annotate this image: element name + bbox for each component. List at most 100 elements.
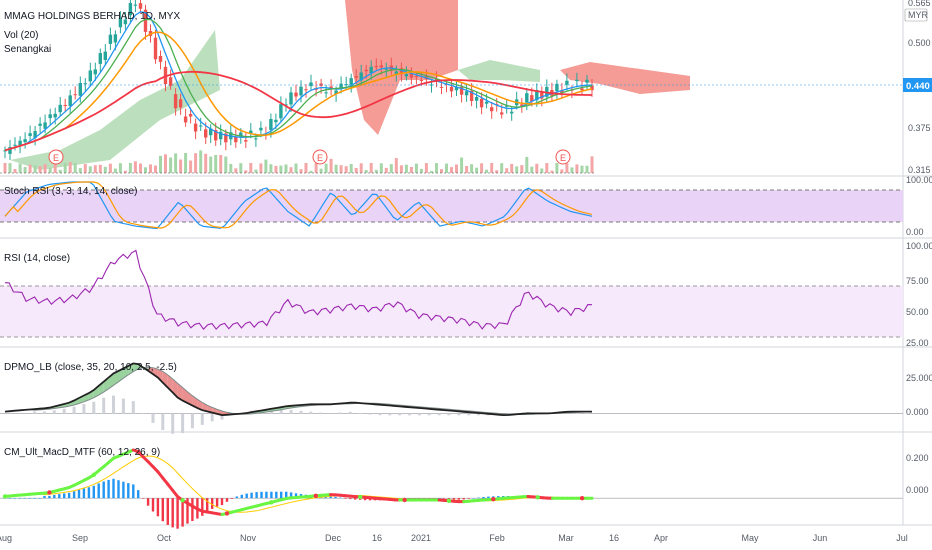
dpmo-histogram-bar: [467, 413, 471, 416]
candle-body: [188, 114, 193, 117]
macd-cross-dot: [579, 496, 585, 501]
candle-body: [118, 18, 123, 28]
volume-bar: [159, 155, 162, 173]
current-price-badge: [903, 78, 932, 92]
macd-histogram-bar: [23, 498, 26, 499]
volume-bar: [23, 167, 27, 173]
macd-histogram-bar: [166, 498, 169, 525]
candle-body: [369, 66, 373, 73]
candle-body: [525, 93, 529, 103]
volume-bar: [214, 155, 218, 173]
macd-cross-dot: [491, 497, 496, 502]
macd-histogram-bar: [132, 484, 135, 499]
macd-cross-dot: [446, 498, 452, 503]
candle-body: [219, 131, 223, 140]
macd-cross-dot: [136, 449, 141, 454]
candle-body: [18, 140, 22, 146]
currency-badge[interactable]: [904, 8, 928, 22]
candle-body: [585, 79, 589, 83]
volume-bar: [264, 159, 268, 173]
candle-body: [459, 86, 464, 95]
rsi-label-100: 100.00: [906, 241, 932, 251]
volume-bar: [575, 164, 579, 173]
stoch-lines: [4, 181, 593, 230]
candle-body: [449, 86, 454, 92]
macd-cross-dot: [180, 498, 185, 503]
candle-body: [183, 116, 188, 123]
price-label-0375: 0.375: [908, 123, 931, 133]
volume-bar: [334, 164, 338, 173]
volume-bar: [244, 170, 248, 173]
time-label: Oct: [157, 533, 172, 543]
dpmo-histogram-bar: [131, 401, 135, 414]
stoch-k-line: [4, 181, 593, 230]
macd-cross-dot: [2, 494, 8, 499]
volume-bar: [38, 166, 42, 173]
candle-body: [83, 83, 87, 85]
candle-body: [590, 85, 594, 91]
dpmo-histogram-bar: [200, 413, 204, 425]
time-label: Mar: [558, 533, 574, 543]
macd-histogram-bar: [72, 491, 76, 499]
volume-bar: [18, 163, 22, 173]
dpmo-histogram-bar: [279, 409, 283, 414]
volume-bar: [329, 158, 333, 173]
volume-bar: [344, 166, 348, 173]
current-price-label: 0.440: [906, 81, 930, 92]
time-label: Feb: [489, 533, 505, 543]
macd-histogram-bar: [117, 480, 120, 499]
macd-histogram-bar: [363, 498, 367, 501]
dpmo-histogram-bar: [171, 413, 175, 434]
candle-body: [138, 3, 143, 9]
time-label: Aug: [0, 533, 12, 543]
dpmo-histogram-bar: [112, 395, 115, 414]
volume-bar: [560, 169, 564, 173]
macd-axis: 0.200 0.000: [906, 453, 929, 495]
dpmo-bull-fill: [118, 368, 124, 382]
candle-body: [224, 133, 228, 143]
rsi-title: RSI (14, close): [4, 253, 70, 264]
dpmo-histogram-bar: [457, 413, 461, 416]
volume-bar: [460, 157, 464, 173]
rsi-lines: [4, 249, 593, 330]
macd-histogram-bar: [161, 498, 164, 522]
volume-bar: [174, 153, 178, 173]
volume-bar: [535, 163, 539, 173]
macd-histogram-bar: [260, 491, 263, 499]
earnings-marker-label: E: [560, 153, 566, 163]
macd-histogram-bar: [156, 498, 160, 517]
macd-histogram-bar: [294, 493, 298, 499]
candle-body: [505, 105, 509, 107]
macd-histogram-bar: [82, 488, 86, 499]
macd-histogram-bar: [33, 498, 36, 499]
dpmo-bear-fill: [153, 367, 158, 378]
macd-cross-dot: [47, 490, 52, 495]
dpmo-histogram-bar: [378, 413, 382, 416]
legend-volume: Vol (20): [4, 30, 38, 41]
macd-histogram-bar: [423, 498, 426, 499]
macd-histogram-bar: [137, 490, 140, 499]
volume-bar: [63, 163, 67, 173]
macd-histogram-bar: [48, 495, 51, 499]
volume-bar: [43, 164, 47, 173]
dpmo-histogram-bar: [92, 401, 96, 414]
candle-body: [244, 140, 248, 142]
macd-histogram-bar: [102, 481, 105, 499]
dpmo-bull-fill: [93, 385, 99, 398]
macd-cross-dot: [269, 500, 274, 505]
dpmo-histogram-bar: [82, 404, 86, 414]
price-axis[interactable]: 0.565 MYR 0.500 0.440 0.375 0.315: [903, 0, 932, 175]
dpmo-histogram-bar: [190, 413, 194, 429]
volume-bar: [590, 156, 594, 173]
earnings-marker-label: E: [53, 153, 59, 163]
time-axis[interactable]: Aug Sep Oct Nov Dec 16 2021 Feb Mar 16 Apr May Jun Ju…: [0, 533, 908, 543]
dpmo-histogram-bar: [289, 410, 293, 414]
macd-histogram-bar: [428, 498, 431, 499]
macd-histogram-bar: [329, 496, 332, 499]
macd-label-0200: 0.200: [906, 453, 929, 463]
volume-bars: [3, 150, 594, 173]
candle-body: [354, 76, 358, 78]
volume-bar: [194, 153, 198, 173]
